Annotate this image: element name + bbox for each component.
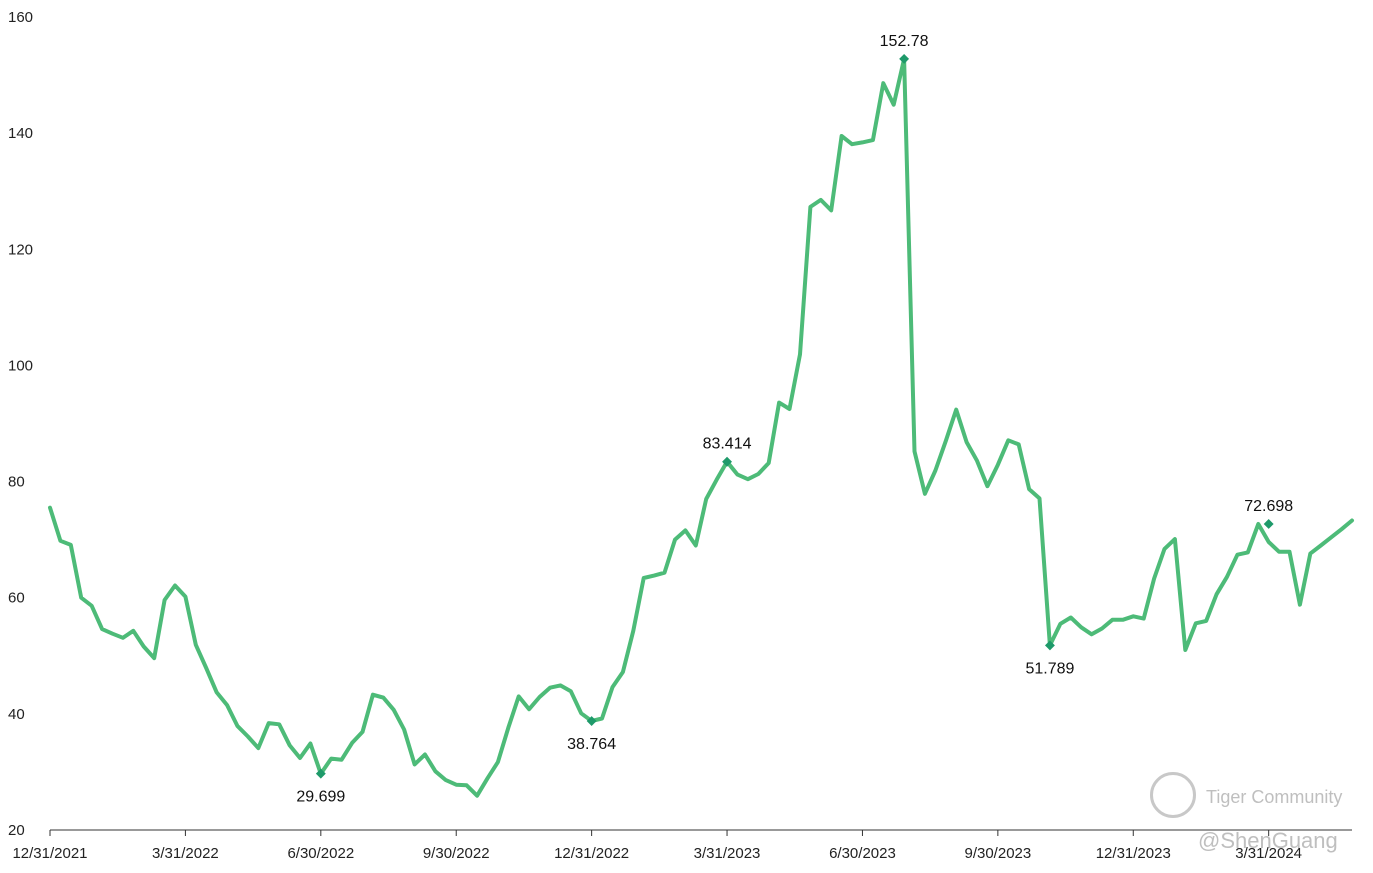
annotation-label: 72.698 bbox=[1244, 498, 1293, 515]
x-tick-label: 12/31/2022 bbox=[554, 845, 629, 862]
x-axis: 12/31/2021 3/31/2022 6/30/2022 9/30/2022 12/… bbox=[12, 829, 1352, 862]
annotation-label: 51.789 bbox=[1025, 660, 1074, 677]
x-tick-label: 3/31/2024 bbox=[1235, 845, 1302, 862]
series-layer bbox=[48, 56, 1354, 798]
annotation-marker bbox=[315, 768, 326, 779]
y-tick-label: 120 bbox=[8, 241, 33, 258]
annotation-label: 29.699 bbox=[296, 789, 345, 806]
annotation-marker bbox=[586, 716, 597, 726]
x-tick-label: 12/31/2021 bbox=[12, 845, 87, 862]
watermark-handle: @ShenGuang bbox=[1198, 828, 1338, 853]
y-axis: 20 40 60 80 100 120 140 160 bbox=[8, 9, 33, 839]
annotation-label: 152.78 bbox=[880, 33, 929, 50]
y-tick-label: 20 bbox=[8, 822, 25, 839]
y-tick-label: 160 bbox=[8, 9, 33, 26]
tiger-logo-icon bbox=[1150, 772, 1196, 818]
annotation-marker bbox=[899, 53, 910, 64]
x-tick-label: 9/30/2022 bbox=[423, 845, 490, 862]
watermark-brand: Tiger Community bbox=[1206, 787, 1343, 807]
y-tick-label: 60 bbox=[8, 590, 25, 607]
y-tick-label: 140 bbox=[8, 125, 33, 142]
y-tick-label: 40 bbox=[8, 706, 25, 723]
y-tick-label: 100 bbox=[8, 357, 33, 374]
annotation-label: 38.764 bbox=[567, 736, 616, 753]
x-tick-label: 12/31/2023 bbox=[1096, 845, 1171, 862]
y-tick-label: 80 bbox=[8, 474, 25, 491]
x-tick-label: 9/30/2023 bbox=[964, 845, 1031, 862]
annotation-layer: 29.699 38.764 83.414 152.78 51.789 72.698 bbox=[296, 33, 1293, 806]
annotation-marker bbox=[722, 456, 732, 467]
x-tick-label: 3/31/2023 bbox=[694, 845, 761, 862]
x-tick-label: 3/31/2022 bbox=[152, 845, 219, 862]
x-tick-label: 6/30/2023 bbox=[829, 845, 896, 862]
annotation-marker bbox=[1263, 519, 1274, 529]
x-tick-label: 6/30/2022 bbox=[287, 845, 354, 862]
annotation-label: 83.414 bbox=[703, 436, 752, 453]
series-line bbox=[48, 56, 1354, 798]
annotation-marker bbox=[1044, 640, 1055, 651]
